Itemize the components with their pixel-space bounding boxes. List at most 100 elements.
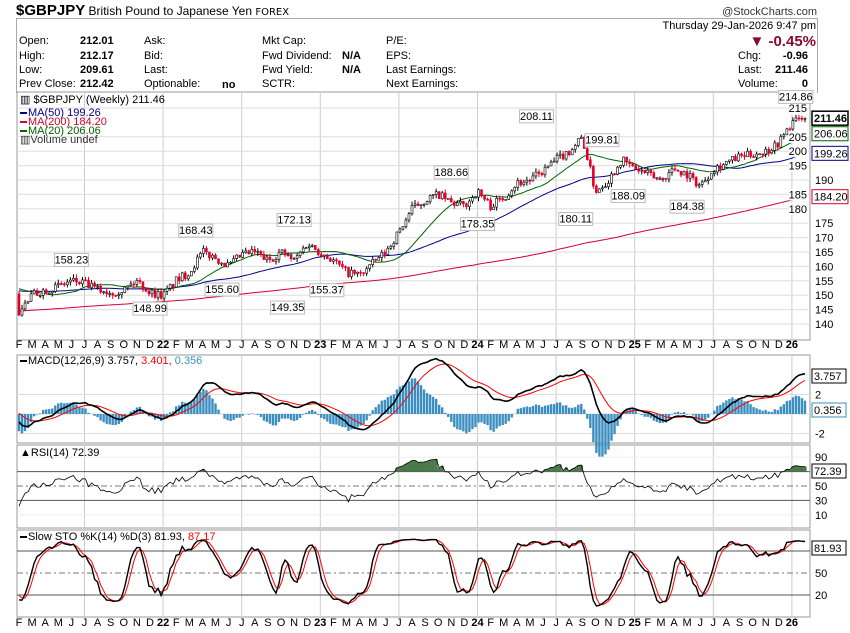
candle-body bbox=[153, 289, 157, 298]
month-label: 24 bbox=[471, 617, 484, 629]
candle-body bbox=[332, 259, 335, 262]
month-label: J bbox=[82, 617, 88, 629]
month-label: F bbox=[330, 617, 337, 629]
price-tick-label: 150 bbox=[815, 290, 833, 302]
candle bbox=[604, 182, 607, 189]
candle-body bbox=[50, 291, 54, 294]
sctr-label: SCTR: bbox=[262, 78, 295, 90]
macd-histogram-bar bbox=[410, 378, 414, 414]
candle bbox=[501, 195, 504, 202]
macd-histogram-bar bbox=[770, 411, 773, 414]
pct-change: -0.45% bbox=[768, 33, 816, 50]
candle bbox=[341, 260, 344, 269]
candle bbox=[682, 170, 686, 176]
open-label: Open: bbox=[19, 35, 49, 47]
macd-histogram-bar bbox=[477, 414, 480, 423]
macd-histogram-bar bbox=[277, 414, 281, 422]
candle bbox=[749, 149, 752, 159]
candle bbox=[199, 251, 202, 260]
candle-body bbox=[268, 256, 272, 260]
month-label: M bbox=[28, 339, 37, 351]
month-label: M bbox=[499, 339, 508, 351]
macd-histogram-bar bbox=[755, 408, 758, 414]
candle bbox=[108, 290, 111, 298]
candle bbox=[56, 279, 60, 289]
candle bbox=[670, 165, 674, 176]
price-tick-label: 180 bbox=[789, 204, 807, 216]
candle bbox=[567, 150, 571, 157]
macd-histogram-bar bbox=[752, 407, 755, 414]
candle-body bbox=[788, 128, 792, 131]
month-label: N bbox=[605, 617, 613, 629]
last-ma50-label: 199.26 bbox=[814, 148, 848, 160]
macd-histogram-bar bbox=[311, 409, 314, 414]
macd-histogram-bar bbox=[740, 399, 743, 414]
candle bbox=[719, 162, 722, 173]
candle bbox=[220, 262, 223, 267]
candle bbox=[44, 288, 48, 295]
candle-body bbox=[688, 173, 692, 179]
candle-body bbox=[229, 262, 232, 264]
candle bbox=[235, 254, 238, 262]
month-label: A bbox=[566, 617, 574, 629]
price-tick-label: 165 bbox=[815, 247, 833, 259]
candle bbox=[712, 170, 716, 177]
macd-histogram-bar bbox=[181, 401, 184, 414]
macd-histogram-bar bbox=[691, 414, 695, 416]
candle bbox=[135, 278, 139, 288]
macd-histogram-bar bbox=[419, 385, 423, 414]
candle-body bbox=[307, 245, 311, 248]
macd-histogram-bar bbox=[208, 395, 211, 414]
candle-body bbox=[749, 150, 752, 157]
month-label: F bbox=[173, 339, 180, 351]
candle bbox=[292, 257, 296, 260]
candle bbox=[53, 281, 57, 294]
candle bbox=[60, 281, 63, 286]
candle bbox=[797, 114, 801, 122]
candle bbox=[558, 150, 562, 159]
candle bbox=[171, 283, 175, 291]
month-label: N bbox=[133, 339, 141, 351]
volume-legend: ▥Volume undef bbox=[20, 134, 99, 146]
candle-body bbox=[262, 254, 266, 260]
macd-histogram-bar bbox=[338, 414, 341, 426]
annotation-box bbox=[309, 283, 345, 298]
rsi-overbought-fill bbox=[428, 459, 432, 472]
candle-body bbox=[271, 259, 275, 262]
macd-histogram-bar bbox=[516, 408, 519, 414]
macd-histogram-bar bbox=[259, 414, 263, 417]
ma50-legend: MA(50) 199.26 bbox=[28, 107, 101, 119]
macd-histogram-bar bbox=[301, 414, 305, 415]
candle bbox=[174, 276, 178, 288]
macd-histogram-bar bbox=[120, 414, 123, 423]
candle-body bbox=[298, 251, 302, 256]
annotation-label: 148.99 bbox=[133, 303, 167, 315]
macd-histogram-bar bbox=[528, 407, 532, 414]
candle-body bbox=[26, 300, 30, 304]
macd-histogram-bar bbox=[580, 403, 583, 414]
macd-histogram-bar bbox=[383, 399, 386, 414]
macd-histogram-bar bbox=[794, 395, 798, 414]
candle bbox=[691, 171, 695, 181]
macd-histogram-bar bbox=[232, 414, 235, 420]
candle-body bbox=[440, 192, 444, 200]
candle bbox=[326, 253, 329, 260]
month-label: A bbox=[408, 339, 416, 351]
candle-body bbox=[598, 188, 601, 193]
macd-histogram-bar bbox=[767, 411, 770, 414]
rsi-overbought-fill bbox=[543, 469, 547, 472]
exchange: FOREX bbox=[255, 7, 290, 18]
candle-body bbox=[392, 243, 396, 247]
candle bbox=[304, 246, 308, 249]
candle-body bbox=[232, 258, 235, 263]
macd-histogram-bar bbox=[465, 414, 468, 434]
candle-body bbox=[32, 290, 36, 295]
month-label: J bbox=[711, 339, 717, 351]
candle bbox=[35, 288, 39, 297]
candle bbox=[190, 271, 193, 277]
candle-body bbox=[208, 251, 211, 259]
candle bbox=[462, 200, 465, 208]
month-label: S bbox=[736, 617, 743, 629]
month-label: F bbox=[330, 339, 337, 351]
